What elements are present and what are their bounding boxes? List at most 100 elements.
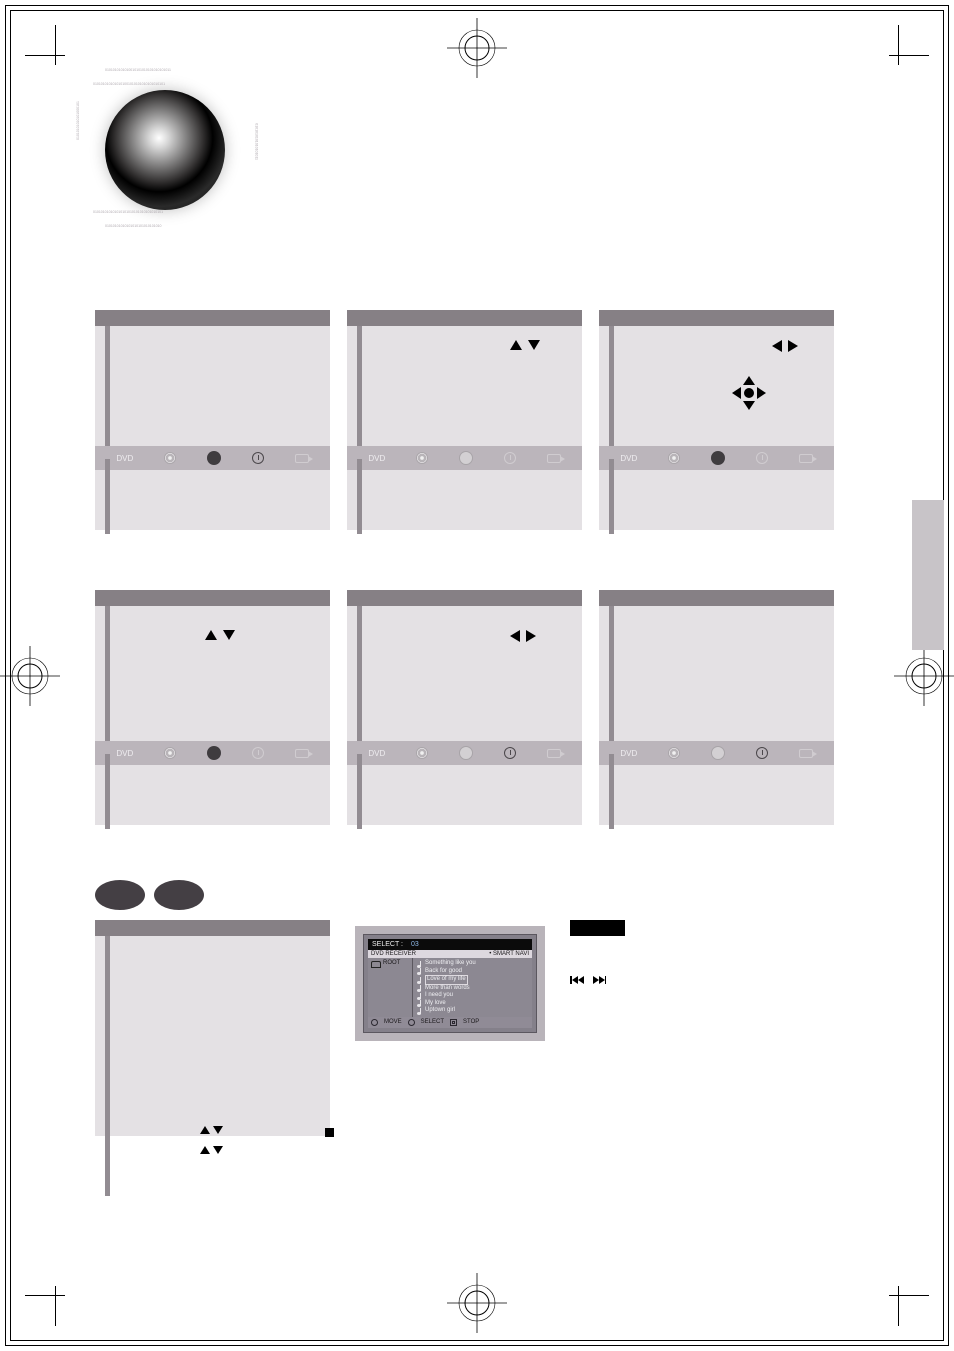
arrow-left-icon [772, 340, 782, 352]
tv-header-left: DVD RECEIVER [371, 951, 416, 957]
clock-icon [756, 747, 768, 759]
panel-body [347, 326, 582, 446]
panel-info-strip: DVD [599, 446, 834, 470]
crop-mark [889, 25, 929, 65]
dvd-label: DVD [368, 749, 385, 758]
panel-row-1: DVD DVD [95, 310, 834, 530]
skip-prev-icon [570, 976, 584, 984]
panel-row-3: SELECT : 03 DVD RECEIVER • SMART NAVI RO… [95, 920, 765, 1136]
select-icon [408, 1019, 415, 1026]
arrow-up-icon [200, 1126, 210, 1134]
panel-body [599, 606, 834, 741]
tv-footer-stop: STOP [463, 1019, 479, 1025]
track-item: Uptown girl [425, 1007, 455, 1015]
music-note-icon [416, 993, 422, 999]
arrow-down-icon [223, 630, 235, 640]
dvd-label: DVD [620, 454, 637, 463]
registration-mark [447, 18, 507, 78]
clock-icon [252, 452, 264, 464]
disc-icon [668, 452, 680, 464]
clock-icon [504, 452, 516, 464]
camera-icon [799, 454, 813, 463]
stop-icon [325, 1124, 334, 1142]
badge [95, 880, 145, 910]
tv-root-label: ROOT [383, 960, 400, 966]
track-item: My love [425, 1000, 446, 1008]
music-note-icon [416, 1008, 422, 1014]
dvd-label: DVD [620, 749, 637, 758]
music-note-icon [416, 968, 422, 974]
panel-body [599, 326, 834, 446]
step-panel: DVD [347, 310, 582, 530]
tv-select-bar: SELECT : 03 [368, 939, 532, 950]
panel-footer [347, 470, 582, 530]
camera-icon [547, 749, 561, 758]
skip-buttons-icon [570, 976, 606, 984]
left-right-arrows [510, 630, 536, 642]
globe-icon [459, 451, 473, 465]
globe-icon [711, 451, 725, 465]
camera-icon [547, 454, 561, 463]
arrow-up-icon [200, 1146, 210, 1154]
globe-icon [711, 746, 725, 760]
panel-footer [95, 765, 330, 825]
disc-icon [416, 452, 428, 464]
disc-icon [164, 747, 176, 759]
step-panel: DVD [347, 590, 582, 825]
crop-mark [889, 1286, 929, 1326]
side-tab [912, 500, 944, 650]
tv-left-pane: ROOT [368, 958, 413, 1017]
step-panel: DVD [95, 590, 330, 825]
tv-screen-wrapper: SELECT : 03 DVD RECEIVER • SMART NAVI RO… [355, 920, 545, 1041]
panel-row-2: DVD DVD [95, 590, 834, 825]
note-label [570, 920, 625, 936]
track-item: Something like you [425, 960, 476, 968]
disc-icon [668, 747, 680, 759]
panel-info-strip: DVD [599, 741, 834, 765]
tv-select-value: 03 [411, 941, 419, 948]
tv-header-right: • SMART NAVI [489, 951, 529, 957]
arrow-up-icon [510, 340, 522, 350]
note-text [570, 946, 765, 988]
panel-body [95, 936, 330, 1136]
crop-mark [25, 1286, 65, 1326]
disc-icon [164, 452, 176, 464]
camera-icon [799, 749, 813, 758]
registration-mark [447, 1273, 507, 1333]
inline-icons [200, 1141, 223, 1159]
step-panel: DVD [95, 310, 330, 530]
track-item: More than words [425, 985, 470, 993]
panel-footer [347, 765, 582, 825]
music-note-icon [416, 985, 422, 991]
move-icon [371, 1019, 378, 1026]
panel-header [599, 590, 834, 606]
music-note-icon [416, 961, 422, 967]
format-badges [95, 880, 209, 915]
up-down-arrows [205, 630, 235, 640]
tv-footer-select: SELECT [421, 1019, 444, 1025]
disc-icon [416, 747, 428, 759]
tv-screen: SELECT : 03 DVD RECEIVER • SMART NAVI RO… [355, 926, 545, 1041]
panel-body [347, 606, 582, 741]
step-panel: DVD [599, 310, 834, 530]
arrow-down-icon [213, 1126, 223, 1134]
panel-body [95, 326, 330, 446]
panel-header [599, 310, 834, 326]
panel-header [95, 590, 330, 606]
panel-info-strip: DVD [347, 446, 582, 470]
up-down-arrows [510, 340, 540, 350]
binary-ring-text: 0101010101010010101010101010101011 01010… [75, 60, 255, 240]
panel-info-strip: DVD [347, 741, 582, 765]
stop-icon [450, 1019, 457, 1026]
camera-icon [295, 454, 309, 463]
track-item: Back for good [425, 968, 462, 976]
clock-icon [504, 747, 516, 759]
track-item-selected: Love of my life [425, 975, 468, 985]
tv-header: DVD RECEIVER • SMART NAVI [368, 950, 532, 958]
music-note-icon [416, 977, 422, 983]
step-panel: DVD [599, 590, 834, 825]
panel-info-strip: DVD [95, 741, 330, 765]
tv-body: ROOT Something like you Back for good Lo… [368, 958, 532, 1017]
panel-header [347, 590, 582, 606]
tv-footer: MOVE SELECT STOP [368, 1017, 532, 1028]
